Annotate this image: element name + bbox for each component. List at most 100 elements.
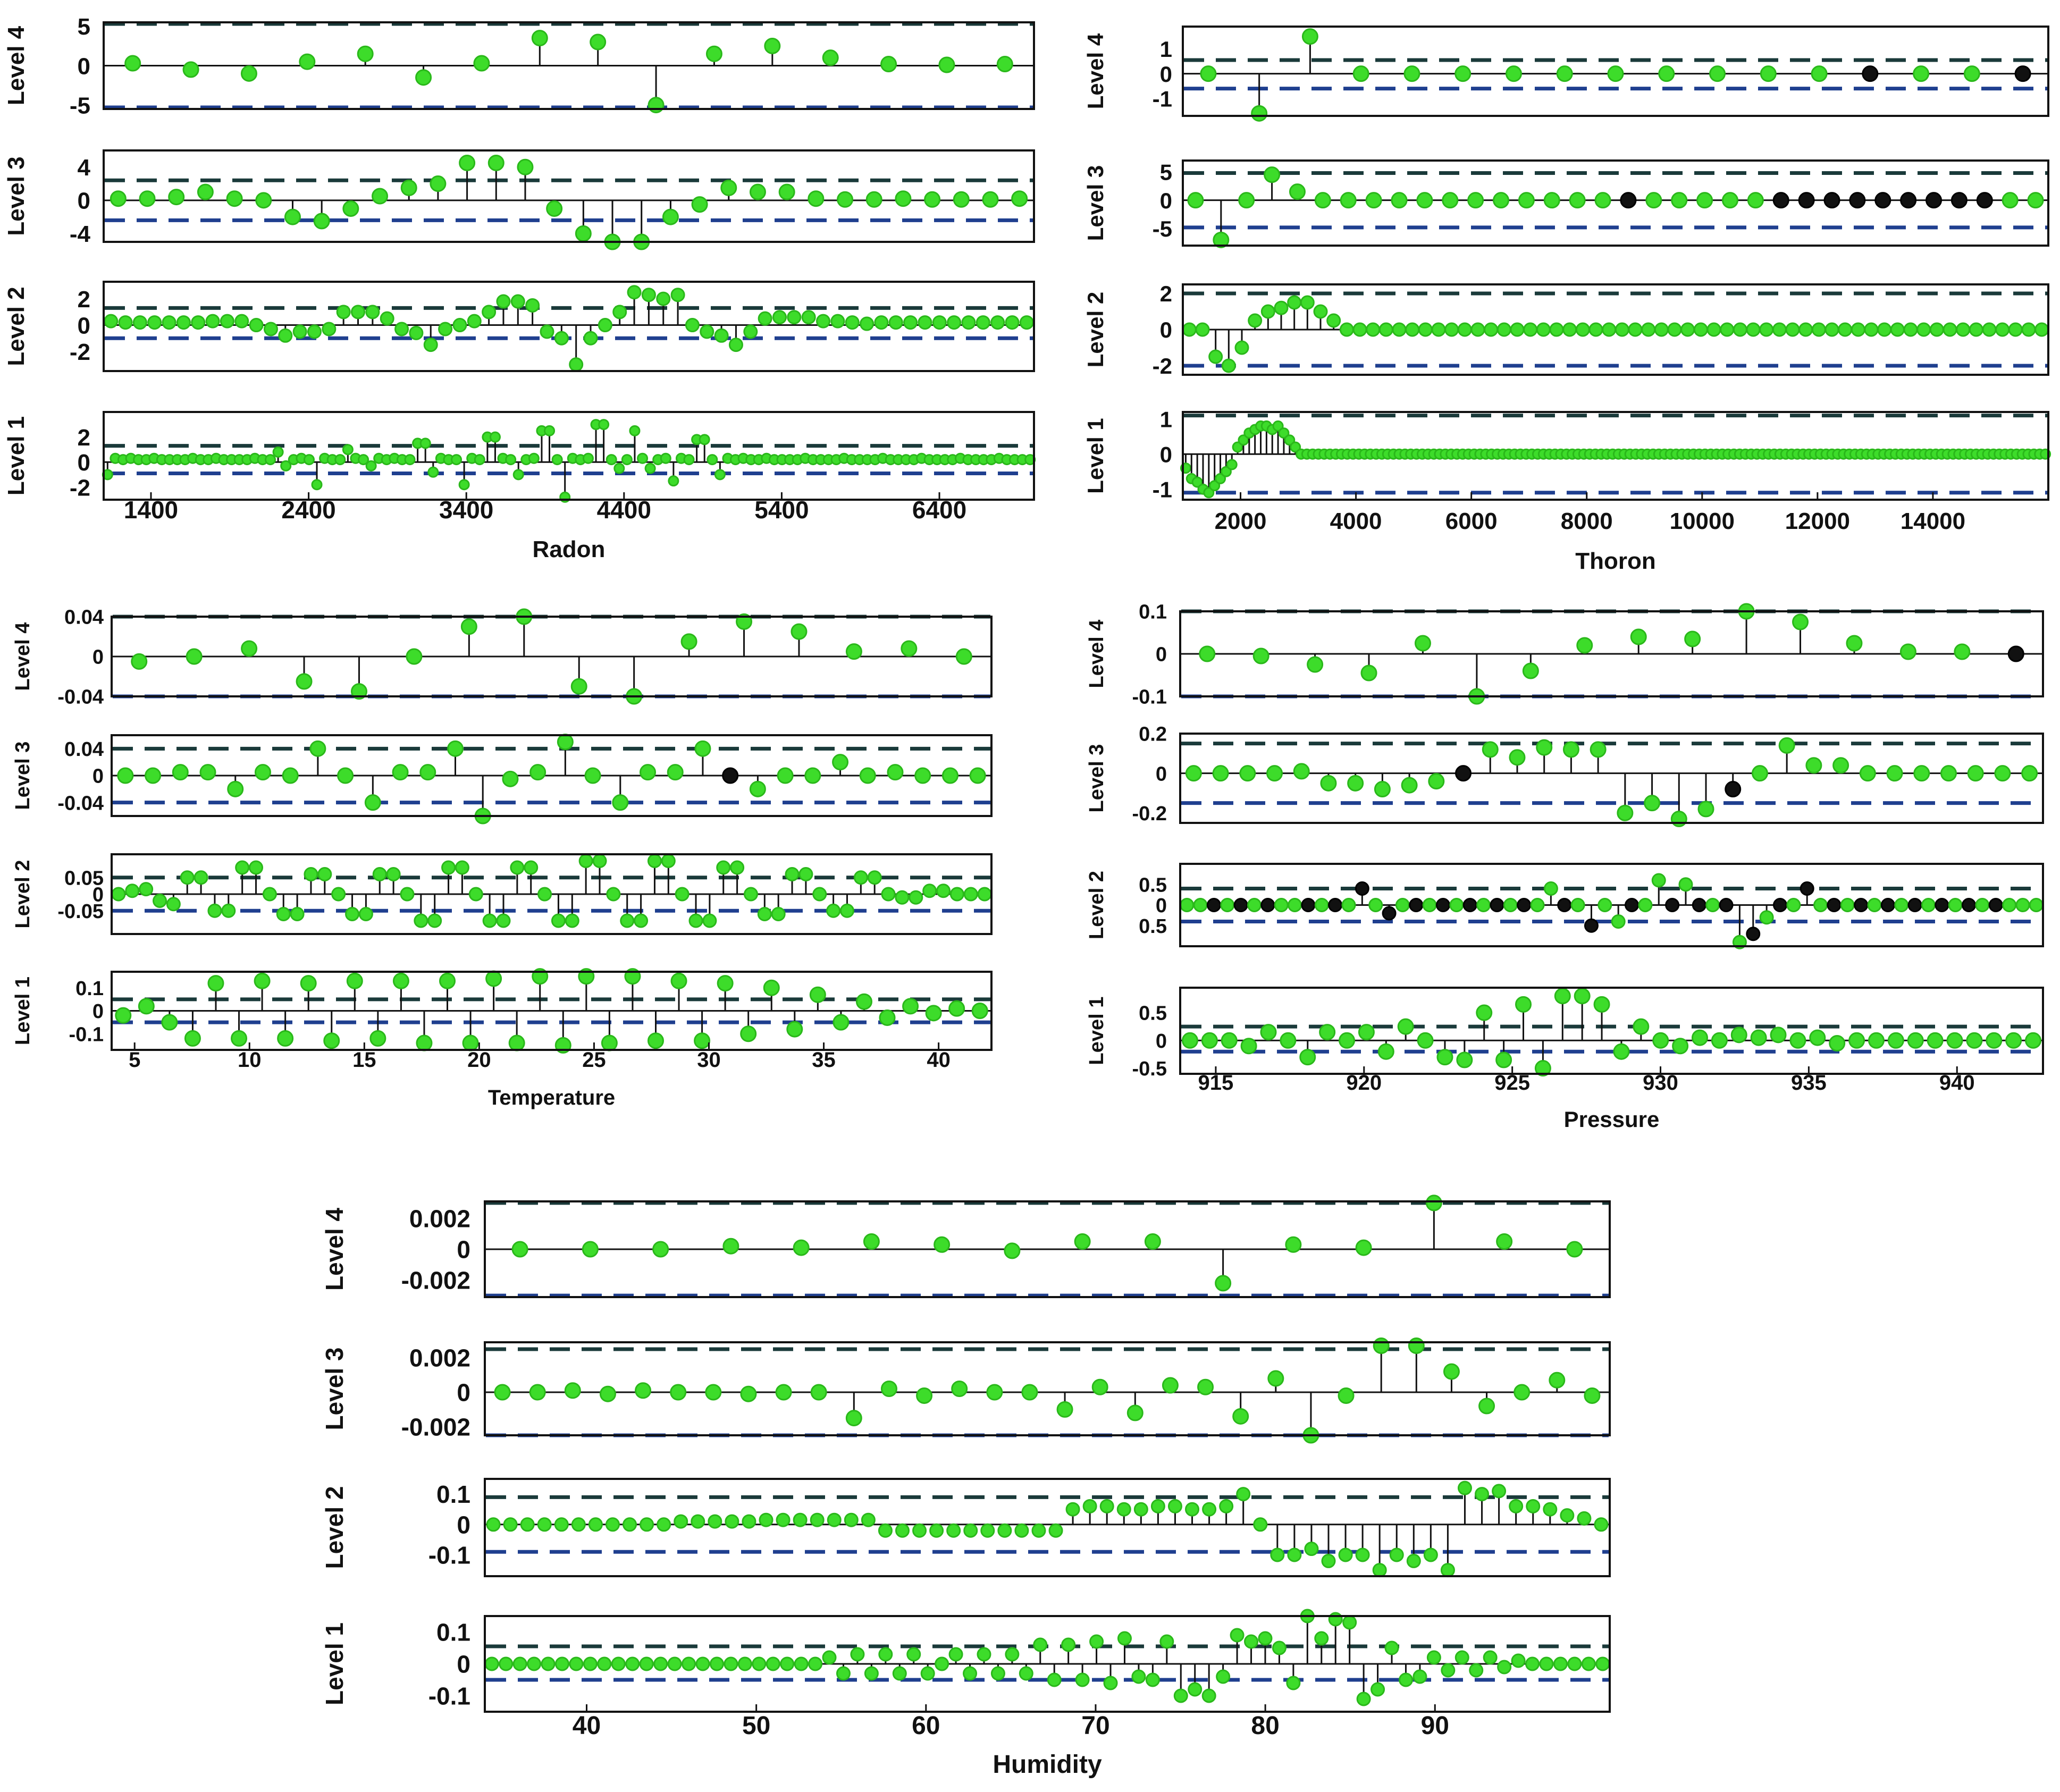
stem-marker <box>364 794 381 811</box>
stem-marker <box>138 998 155 1015</box>
stem-marker <box>1238 192 1255 209</box>
stem-marker <box>963 1523 978 1538</box>
level-label: Level 2 <box>12 860 34 929</box>
stem-marker <box>1566 1241 1583 1258</box>
stem-marker <box>1422 898 1437 912</box>
stem-marker <box>635 1382 652 1399</box>
stem-marker <box>147 315 162 330</box>
stem-marker <box>2002 192 2019 209</box>
stem-marker <box>1377 1043 1394 1060</box>
stem-marker <box>166 897 181 912</box>
stem-marker <box>1638 898 1653 912</box>
temperature-level-4-panel: 0.04 0 -0.04 Level 4 <box>12 607 993 709</box>
stem-marker <box>300 975 317 992</box>
y-tick-label: -0.1 <box>1132 686 1167 709</box>
panel-frame <box>111 971 993 1051</box>
stem-marker <box>1203 487 1215 499</box>
stem-marker <box>1300 295 1315 310</box>
stem-marker <box>1202 1502 1217 1517</box>
stem-marker <box>276 907 291 921</box>
stem-marker <box>705 1384 722 1401</box>
stem-marker <box>1470 322 1485 337</box>
stem-marker <box>794 1656 809 1671</box>
stem-marker <box>1594 192 1611 209</box>
stem-marker <box>1208 349 1223 364</box>
stem-marker <box>1091 1378 1108 1395</box>
stem-marker <box>668 475 679 487</box>
panel-frame <box>484 1200 1611 1298</box>
stem-marker <box>1201 1688 1216 1703</box>
stem-marker <box>176 315 191 330</box>
stem-marker <box>1352 65 1369 82</box>
stem-marker <box>1056 1401 1073 1418</box>
stem-marker <box>1103 1676 1118 1690</box>
stem-marker <box>1301 898 1316 912</box>
stem-marker <box>743 887 758 902</box>
stem-marker <box>996 56 1013 73</box>
stem-marker <box>317 867 332 881</box>
stem-marker <box>473 55 490 72</box>
stem-marker <box>1719 898 1734 912</box>
stem-marker <box>694 740 711 757</box>
stem-marker <box>489 431 501 443</box>
stem-marker <box>1584 918 1599 933</box>
stem-marker <box>1569 192 1586 209</box>
stem-marker <box>1746 322 1761 337</box>
stem-marker <box>816 314 831 329</box>
stem-marker <box>115 1007 132 1024</box>
stem-marker <box>1173 1688 1188 1703</box>
stem-marker <box>588 1517 603 1532</box>
stem-marker <box>1099 1499 1114 1513</box>
stem-marker <box>1890 322 1905 337</box>
y-tick-label: 0.5 <box>1139 1003 1167 1025</box>
stem-marker <box>1543 881 1558 896</box>
stem-marker <box>415 69 432 86</box>
stem-marker <box>1967 765 1984 782</box>
stem-marker <box>1356 1692 1371 1706</box>
stem-marker <box>459 154 476 171</box>
stem-marker <box>1286 1676 1301 1690</box>
stem-marker <box>337 767 354 784</box>
stem-marker <box>1846 635 1863 652</box>
stem-marker <box>1075 1672 1090 1687</box>
stem-marker <box>510 294 525 309</box>
stem-marker <box>441 860 456 875</box>
stem-marker <box>656 291 671 306</box>
stem-marker <box>625 1656 640 1671</box>
stem-marker <box>1272 1640 1287 1655</box>
stem-marker <box>1326 313 1341 328</box>
stem-marker <box>1389 1547 1404 1562</box>
stem-marker <box>1199 645 1216 662</box>
y-tick-label: 0.04 <box>64 738 104 761</box>
stem-marker <box>1867 898 1882 912</box>
stem-marker <box>427 466 439 478</box>
stem-marker <box>180 870 195 885</box>
stem-marker <box>1597 898 1612 912</box>
stem-marker <box>822 49 839 66</box>
y-tick-label: 0 <box>1160 317 1172 342</box>
stem-marker <box>833 1014 850 1031</box>
y-tick-label: 0 <box>457 1651 470 1678</box>
stem-marker <box>786 1021 803 1038</box>
stem-marker <box>1492 1484 1507 1499</box>
stem-marker <box>1131 1669 1146 1684</box>
level-label: Level 3 <box>1083 165 1108 241</box>
x-tick-label: 12000 <box>1785 508 1850 534</box>
stem-marker <box>728 338 743 352</box>
stem-marker <box>1950 192 1967 209</box>
stem-marker <box>1004 1242 1021 1259</box>
stem-marker <box>380 311 394 326</box>
stem-marker <box>582 1241 599 1258</box>
panel-frame <box>1179 987 2044 1075</box>
stem-marker <box>1720 322 1735 337</box>
stem-marker <box>1182 322 1197 337</box>
stem-marker <box>1602 322 1617 337</box>
stem-marker <box>1772 898 1787 912</box>
stem-marker <box>946 1523 961 1538</box>
stem-marker <box>1304 1542 1319 1557</box>
stem-marker <box>1530 898 1545 912</box>
stem-marker <box>1495 1051 1512 1069</box>
y-tick-label: -2 <box>70 339 90 365</box>
y-tick-label: 1 <box>1160 407 1172 432</box>
stem-marker <box>565 913 579 928</box>
